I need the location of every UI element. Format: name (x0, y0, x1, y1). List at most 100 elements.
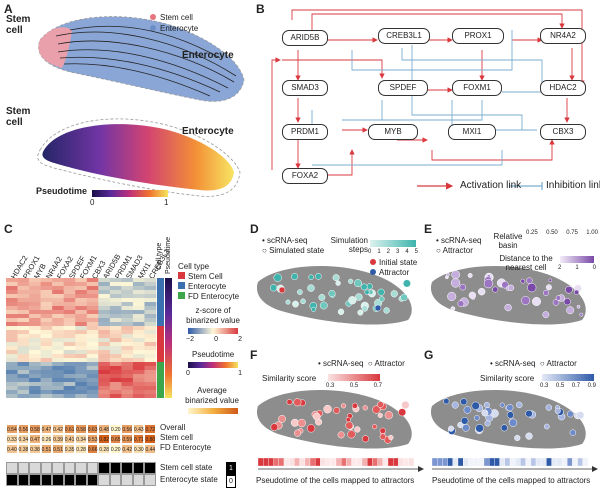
attractor-marker (353, 279, 362, 288)
avg-row-stem: Stem cell (160, 433, 193, 442)
panel-label-d: D (250, 222, 259, 236)
heatmap-cell (109, 282, 122, 287)
pseudotime-strip-cell (437, 457, 443, 467)
heatmap-cell (52, 370, 64, 375)
swatch-stemcell (178, 272, 185, 279)
attractor-marker (306, 424, 316, 433)
state-cell (29, 462, 41, 474)
heatmap-cell (52, 286, 64, 291)
heatmap (6, 278, 157, 398)
attractor-marker (520, 278, 526, 284)
attractor-marker (379, 427, 386, 434)
attractor-marker (514, 434, 521, 442)
pseudotime-strip-cell (457, 457, 464, 467)
avg-cell: 0.51 (40, 444, 53, 454)
heatmap-cell (86, 350, 99, 355)
heatmap-cell (121, 302, 134, 307)
pseudotime-strip-cell (499, 457, 505, 467)
heatmap-cell (144, 302, 157, 307)
attractor-marker (292, 300, 299, 308)
pseudotime-annotation-bar (165, 278, 172, 398)
heatmap-cell (109, 330, 122, 335)
heatmap-cell (109, 306, 122, 311)
heatmap-cell (98, 306, 111, 311)
avg-cell: 0.54 (6, 424, 18, 434)
heatmap-cell (63, 394, 76, 398)
attractor-marker (468, 291, 477, 299)
umap-top-stem-label: Stem cell (6, 14, 31, 36)
heatmap-cell (121, 326, 134, 331)
d-legend-sc: scRNA-seq (267, 236, 308, 245)
attractor-marker (474, 415, 480, 421)
heatmap-cell (6, 366, 18, 371)
heatmap-cell (6, 342, 18, 347)
attractor-marker (566, 410, 574, 418)
attractor-marker (360, 283, 368, 291)
attractor-marker (291, 273, 299, 281)
legend-fdenterocyte: FD Enterocyte (188, 292, 240, 301)
attractor-marker (527, 282, 537, 293)
heatmap-cell (17, 346, 30, 351)
g-sim-title: Similarity score (480, 374, 535, 383)
attractor-marker (462, 423, 470, 432)
attractor-label: Attractor (379, 268, 410, 277)
heatmap-cell (75, 286, 88, 291)
attractor-marker (340, 403, 347, 409)
heatmap-cell (75, 366, 88, 371)
attractor-marker (372, 405, 381, 414)
umap-silhouette (430, 389, 586, 449)
heatmap-cell (75, 310, 88, 315)
heatmap-cell (75, 374, 88, 379)
heatmap-cell (75, 282, 88, 287)
heatmap-cell (29, 290, 41, 295)
attractor-marker (499, 402, 505, 408)
avg-cell: 0.33 (6, 434, 18, 444)
heatmap-cell (132, 350, 145, 355)
state-cell (86, 474, 99, 486)
heatmap-cell (121, 382, 134, 387)
heatmap-cell (6, 326, 18, 331)
heatmap-cell (98, 354, 111, 359)
heatmap-cell (86, 302, 99, 307)
heatmap-cell (75, 390, 88, 395)
heatmap-cell (109, 290, 122, 295)
heatmap-gene-labels: HDAC2 PROX1 MYB NR4A2 FOXA2 SPDEF FOXM1 CBX3 ARI… (6, 232, 176, 280)
attractor-marker (543, 423, 550, 430)
heatmap-cell (6, 322, 18, 327)
heatmap-cell (40, 338, 53, 343)
heatmap-cell (40, 350, 53, 355)
heatmap-cell (17, 278, 30, 283)
heatmap-cell (52, 374, 64, 379)
state-cell (109, 462, 122, 474)
activation-links (271, 9, 585, 176)
heatmap-cell (144, 382, 157, 387)
heatmap-cell (75, 294, 88, 299)
avg-cell: 0.56 (17, 424, 30, 434)
heatmap-cell (40, 358, 53, 363)
swatch-enterocyte (178, 282, 185, 289)
heatmap-cell (6, 302, 18, 307)
heatmap-cell (17, 350, 30, 355)
avg-cell: 0.59 (121, 434, 133, 444)
heatmap-cell (40, 306, 53, 311)
heatmap-cell (109, 298, 122, 303)
heatmap-cell (52, 322, 64, 327)
state-cell (52, 462, 64, 474)
pt-colorbar (188, 362, 238, 368)
heatmap-cell (86, 318, 99, 323)
heatmap-cell (86, 378, 99, 383)
pseudotime-strip-cell (367, 457, 373, 467)
pseudotime-strip-cell (382, 457, 389, 467)
pseudotime-strip-cell (530, 457, 537, 467)
heatmap-cell (40, 310, 53, 315)
attractor-marker (481, 409, 489, 417)
heatmap-cell (29, 346, 41, 351)
panel-e-legend: • scRNA-seq ○ Attractor (436, 236, 482, 255)
heatmap-cell (121, 354, 134, 359)
e-distance-title: Distance to the nearest cell (499, 254, 553, 272)
state-cell (17, 474, 30, 486)
heatmap-cell (75, 350, 88, 355)
heatmap-cell (144, 374, 157, 379)
heatmap-cell (144, 342, 157, 347)
heatmap-cell (29, 362, 41, 367)
